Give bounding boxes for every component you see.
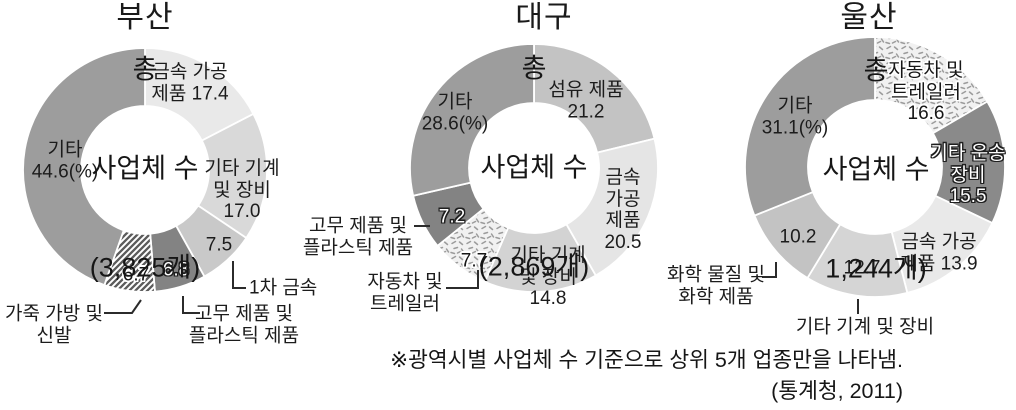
center-label-line: (3,825개)	[89, 252, 201, 283]
center-label-line: 사업체 수	[480, 152, 588, 183]
center-label-ulsan: 총 사업체 수 1,244개)	[823, 0, 930, 352]
source-note: (통계청, 2011)	[771, 379, 903, 403]
slice-daegu-1	[565, 137, 659, 277]
center-label-line: 총	[132, 54, 158, 85]
callout-line-busan-3	[182, 296, 200, 314]
center-label-line: (2,869개)	[478, 251, 590, 282]
callout-line-busan-2	[232, 261, 246, 289]
center-label-line: 총	[863, 55, 889, 86]
slice-daegu-0	[533, 43, 656, 154]
callout-line-ulsan-4	[762, 262, 777, 278]
slice-daegu-5	[409, 43, 535, 197]
callout-line-daegu-3	[446, 270, 479, 289]
center-label-busan: 총 사업체 수 (3,825개)	[90, 0, 200, 351]
chart-title-daegu: 대구	[515, 1, 573, 34]
center-label-line: 사업체 수	[822, 154, 930, 185]
chart-title-ulsan: 울산	[840, 1, 898, 34]
callout-line-busan-4	[104, 299, 142, 314]
chart-title-busan: 부산	[116, 1, 174, 34]
center-label-line: 1,244개)	[825, 253, 927, 284]
footnote: ※광역시별 사업체 수 기준으로 상위 5개 업종만을 나타냄.	[390, 348, 903, 372]
slice-busan-5	[22, 47, 146, 287]
center-label-daegu: 총 사업체 수 (2,869개)	[479, 0, 589, 350]
center-label-line: 총	[521, 53, 547, 84]
slice-ulsan-5	[744, 36, 876, 217]
center-label-line: 사업체 수	[91, 153, 199, 184]
